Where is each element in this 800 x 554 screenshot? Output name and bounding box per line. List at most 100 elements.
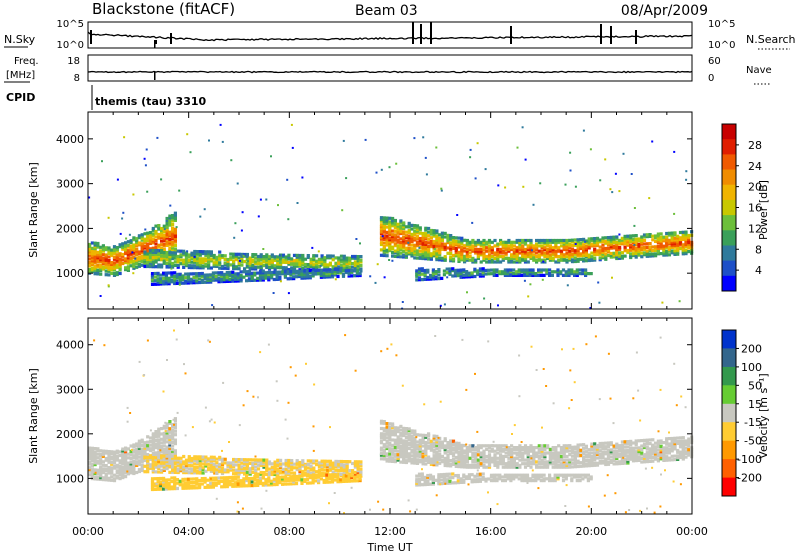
echo-cell xyxy=(162,468,166,472)
echo-cell xyxy=(550,270,554,274)
echo-cell xyxy=(256,480,260,484)
echo-cell xyxy=(137,241,141,245)
echo-cell xyxy=(427,226,431,231)
echo-cell xyxy=(465,446,469,450)
echo-cell xyxy=(275,481,279,485)
echo-cell xyxy=(460,242,464,246)
echo-cell xyxy=(565,255,569,259)
echo-cell xyxy=(402,235,406,239)
echo-cell xyxy=(308,276,312,280)
echo-cell xyxy=(198,482,202,486)
echo-cell xyxy=(424,458,428,462)
echo-cell xyxy=(404,428,408,432)
echo-cell xyxy=(523,268,527,272)
echo-cell xyxy=(523,260,528,264)
echo-cell xyxy=(287,268,291,272)
echo-cell xyxy=(124,259,128,263)
echo-cell xyxy=(176,249,180,253)
echo-cell xyxy=(382,253,386,258)
echo-cell xyxy=(546,238,550,243)
echo-cell xyxy=(557,458,561,462)
echo-cell xyxy=(101,245,105,250)
echo-cell xyxy=(476,444,480,448)
scatter-cell xyxy=(433,248,436,251)
echo-cell xyxy=(220,264,225,269)
echo-cell xyxy=(570,252,575,257)
echo-cell xyxy=(178,276,182,280)
echo-cell xyxy=(517,270,521,274)
echo-cell xyxy=(485,454,489,459)
echo-cell xyxy=(456,274,460,278)
echo-cell xyxy=(385,427,389,431)
echo-cell xyxy=(93,247,97,251)
echo-cell xyxy=(634,248,638,252)
echo-cell xyxy=(267,278,271,282)
echo-cell xyxy=(328,459,332,463)
echo-cell xyxy=(137,459,141,463)
echo-cell xyxy=(476,242,480,246)
echo-cell xyxy=(93,243,97,247)
echo-cell xyxy=(385,236,389,240)
colorbar-segment xyxy=(722,154,736,171)
echo-cell xyxy=(463,460,467,464)
echo-cell xyxy=(146,247,150,251)
echo-cell xyxy=(654,239,658,243)
echo-cell xyxy=(337,472,341,476)
echo-cell xyxy=(404,450,408,454)
echo-cell xyxy=(499,260,503,264)
echo-cell xyxy=(334,463,338,467)
echo-cell xyxy=(135,256,139,260)
echo-cell xyxy=(148,464,153,469)
echo-cell xyxy=(590,244,594,248)
echo-cell xyxy=(529,255,533,259)
echo-cell xyxy=(559,465,564,469)
echo-cell xyxy=(557,453,561,457)
echo-cell xyxy=(104,256,108,261)
echo-cell xyxy=(126,259,130,263)
echo-cell xyxy=(359,269,363,273)
echo-cell xyxy=(203,273,207,277)
echo-cell xyxy=(328,468,332,472)
echo-cell xyxy=(431,273,435,277)
echo-cell xyxy=(506,272,510,276)
echo-cell xyxy=(124,241,128,245)
echo-cell xyxy=(132,448,136,452)
echo-cell xyxy=(104,478,108,482)
echo-cell xyxy=(642,253,647,257)
echo-cell xyxy=(423,268,427,273)
echo-cell xyxy=(388,443,392,447)
echo-cell xyxy=(673,238,677,242)
echo-cell xyxy=(320,459,324,463)
echo-cell xyxy=(287,255,291,259)
echo-cell xyxy=(162,244,166,248)
echo-cell xyxy=(248,467,252,471)
echo-cell xyxy=(501,444,505,448)
echo-cell xyxy=(171,237,175,241)
echo-cell xyxy=(421,244,425,248)
echo-cell xyxy=(146,235,150,239)
echo-cell xyxy=(157,456,161,460)
echo-cell xyxy=(595,240,600,244)
echo-cell xyxy=(137,262,141,267)
echo-cell xyxy=(93,461,97,465)
echo-cell xyxy=(198,460,202,464)
power-x-minor-ticks xyxy=(87,112,693,309)
echo-cell xyxy=(410,454,414,458)
echo-cell xyxy=(292,478,296,482)
echo-cell xyxy=(198,462,202,466)
echo-cell xyxy=(245,475,249,479)
echo-cell xyxy=(410,243,414,247)
echo-cell xyxy=(396,228,400,232)
echo-cell xyxy=(407,236,411,240)
echo-cell xyxy=(275,477,279,481)
echo-cell xyxy=(512,447,516,451)
echo-cell xyxy=(662,248,666,252)
echo-cell xyxy=(126,461,130,465)
echo-cell xyxy=(457,256,461,260)
echo-cell xyxy=(132,461,136,465)
echo-cell xyxy=(479,446,483,450)
echo-cell xyxy=(96,470,100,474)
echo-cell xyxy=(330,273,335,277)
echo-cell xyxy=(499,249,503,253)
echo-cell xyxy=(151,432,155,436)
